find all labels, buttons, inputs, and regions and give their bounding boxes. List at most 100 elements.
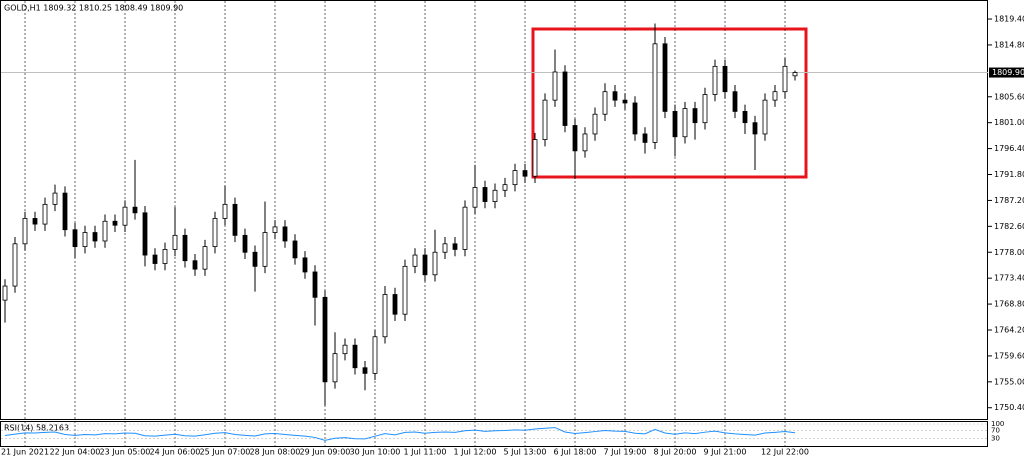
x-tick-label: 1 Jul 11:00: [404, 448, 447, 457]
candle-body: [422, 254, 428, 276]
candle-body: [132, 206, 138, 214]
x-tick-label: 5 Jul 13:00: [504, 448, 547, 457]
x-tick-label: 8 Jul 20:00: [654, 448, 697, 457]
candle-body: [172, 234, 178, 250]
candle-body: [342, 344, 348, 355]
y-tick-label: 1814.80: [994, 40, 1024, 49]
candle-body: [622, 99, 628, 104]
y-tick-label: 1805.60: [994, 92, 1024, 101]
rsi-tick-label: 100: [991, 420, 1004, 428]
candle-body: [232, 203, 238, 236]
candle-body: [362, 367, 368, 374]
candle-body: [712, 65, 718, 95]
current-price-label: 1809.90: [992, 68, 1024, 77]
candle-body: [732, 91, 738, 112]
chart-header: GOLD,H1 1809.32 1810.25 1808.49 1809.90: [4, 4, 183, 13]
candle-body: [762, 99, 768, 135]
x-tick-label: 25 Jun 07:00: [200, 448, 251, 457]
candle-body: [512, 170, 518, 186]
candle-body: [112, 220, 118, 226]
candle-body: [782, 65, 788, 93]
candle-body: [272, 226, 278, 233]
y-tick-label: 1819.40: [994, 15, 1024, 24]
candle-body: [592, 113, 598, 135]
candle-body: [402, 265, 408, 315]
candle-body: [12, 243, 18, 287]
candle-body: [612, 91, 618, 101]
candle-body: [562, 71, 568, 126]
candle-body: [792, 72, 798, 77]
x-tick-label: 21 Jun 2021: [1, 448, 49, 457]
candle-body: [202, 246, 208, 270]
rsi-line: [4, 427, 796, 441]
candle-body: [252, 251, 258, 267]
x-tick-label: 30 Jun 10:00: [350, 448, 401, 457]
candle-body: [142, 212, 148, 256]
candle-body: [722, 65, 728, 93]
y-tick-label: 1796.40: [994, 144, 1024, 153]
candle-body: [212, 218, 218, 248]
y-tick-label: 1782.60: [994, 222, 1024, 231]
candle-body: [772, 91, 778, 101]
candle-body: [662, 43, 668, 112]
candle-body: [682, 108, 688, 138]
x-tick-label: 22 Jun 04:00: [50, 448, 101, 457]
y-tick-label: 1764.20: [994, 325, 1024, 334]
candle-body: [542, 99, 548, 140]
y-tick-label: 1755.00: [994, 377, 1024, 386]
candle-body: [522, 170, 528, 177]
candle-body: [52, 192, 58, 205]
candle-body: [42, 203, 48, 225]
y-tick-label: 1759.60: [994, 351, 1024, 360]
x-tick-label: 29 Jun 09:00: [300, 448, 351, 457]
candle-body: [62, 192, 68, 231]
x-tick-label: 12 Jul 22:00: [761, 448, 809, 457]
candle-body: [392, 294, 398, 315]
candle-body: [432, 251, 438, 276]
candle-body: [92, 232, 98, 242]
candle-body: [452, 243, 458, 250]
candle-body: [702, 94, 708, 124]
candle-body: [122, 206, 128, 226]
candle-body: [572, 125, 578, 152]
candle-body: [692, 108, 698, 124]
candle-body: [72, 229, 78, 248]
x-tick-label: 24 Jun 06:00: [150, 448, 201, 457]
rsi-tick-label: 30: [991, 435, 1000, 443]
candle-body: [292, 240, 298, 259]
candle-body: [102, 220, 108, 242]
rsi-tick-label: 70: [991, 426, 1000, 434]
candle-body: [742, 111, 748, 124]
x-tick-label: 6 Jul 18:00: [554, 448, 597, 457]
rsi-title: RSI(14) 58.2163: [4, 424, 69, 433]
candle-body: [672, 111, 678, 138]
current-price-box: [989, 67, 1024, 78]
y-tick-label: 1791.80: [994, 170, 1024, 179]
x-tick-label: 7 Jul 19:00: [604, 448, 647, 457]
candle-body: [582, 133, 588, 152]
candle-body: [492, 189, 498, 202]
candle-body: [352, 344, 358, 369]
candle-body: [262, 232, 268, 267]
candle-body: [332, 353, 338, 383]
candle-body: [652, 43, 658, 143]
y-tick-label: 1773.40: [994, 274, 1024, 283]
candle-body: [752, 122, 758, 135]
candle-body: [642, 133, 648, 143]
rsi-frame: [0, 421, 988, 447]
candle-body: [632, 102, 638, 135]
candle-body: [532, 139, 538, 177]
candle-body: [302, 257, 308, 273]
candle-body: [222, 203, 228, 219]
candle-body: [282, 226, 288, 242]
candle-body: [482, 187, 488, 202]
y-tick-label: 1801.00: [994, 118, 1024, 127]
candle-body: [602, 91, 608, 115]
candle-body: [462, 206, 468, 250]
candle-body: [372, 336, 378, 374]
candle-body: [442, 243, 448, 253]
candle-body: [502, 184, 508, 191]
x-tick-label: 1 Jul 12:00: [454, 448, 497, 457]
